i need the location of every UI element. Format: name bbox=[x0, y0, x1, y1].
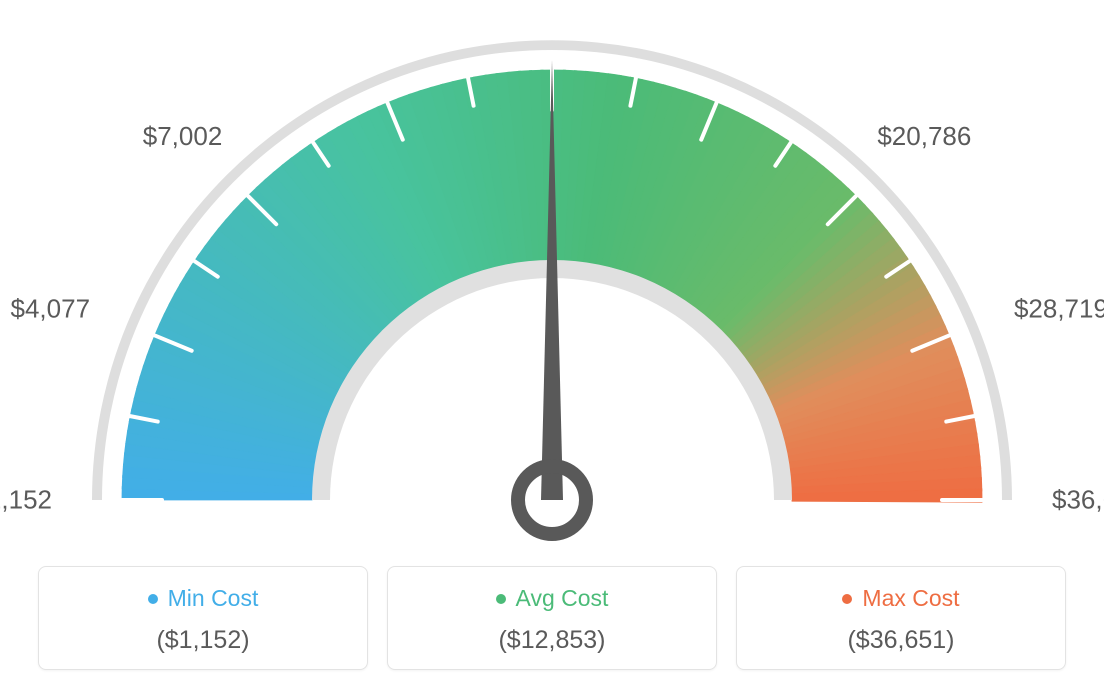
legend-title-min: Min Cost bbox=[168, 585, 259, 612]
gauge-scale-label: $20,786 bbox=[877, 122, 971, 153]
gauge-scale-label: $7,002 bbox=[143, 122, 223, 153]
legend-value-max: ($36,651) bbox=[749, 626, 1053, 655]
legend-value-min: ($1,152) bbox=[51, 626, 355, 655]
legend-row: Min Cost ($1,152) Avg Cost ($12,853) Max… bbox=[0, 566, 1104, 670]
gauge-scale-label: $1,152 bbox=[0, 485, 52, 516]
gauge-scale-label: $28,719 bbox=[1014, 293, 1104, 324]
legend-card-min: Min Cost ($1,152) bbox=[38, 566, 368, 670]
legend-value-avg: ($12,853) bbox=[400, 626, 704, 655]
legend-title-avg: Avg Cost bbox=[516, 585, 609, 612]
gauge-svg bbox=[0, 0, 1104, 560]
gauge-scale-label: $36,651 bbox=[1052, 485, 1104, 516]
dot-icon bbox=[496, 594, 506, 604]
legend-card-avg: Avg Cost ($12,853) bbox=[387, 566, 717, 670]
legend-title-max: Max Cost bbox=[862, 585, 959, 612]
dot-icon bbox=[842, 594, 852, 604]
dot-icon bbox=[148, 594, 158, 604]
gauge-scale-label: $4,077 bbox=[11, 293, 91, 324]
gauge-chart: $1,152$4,077$7,002$12,853$20,786$28,719$… bbox=[0, 0, 1104, 560]
legend-card-max: Max Cost ($36,651) bbox=[736, 566, 1066, 670]
